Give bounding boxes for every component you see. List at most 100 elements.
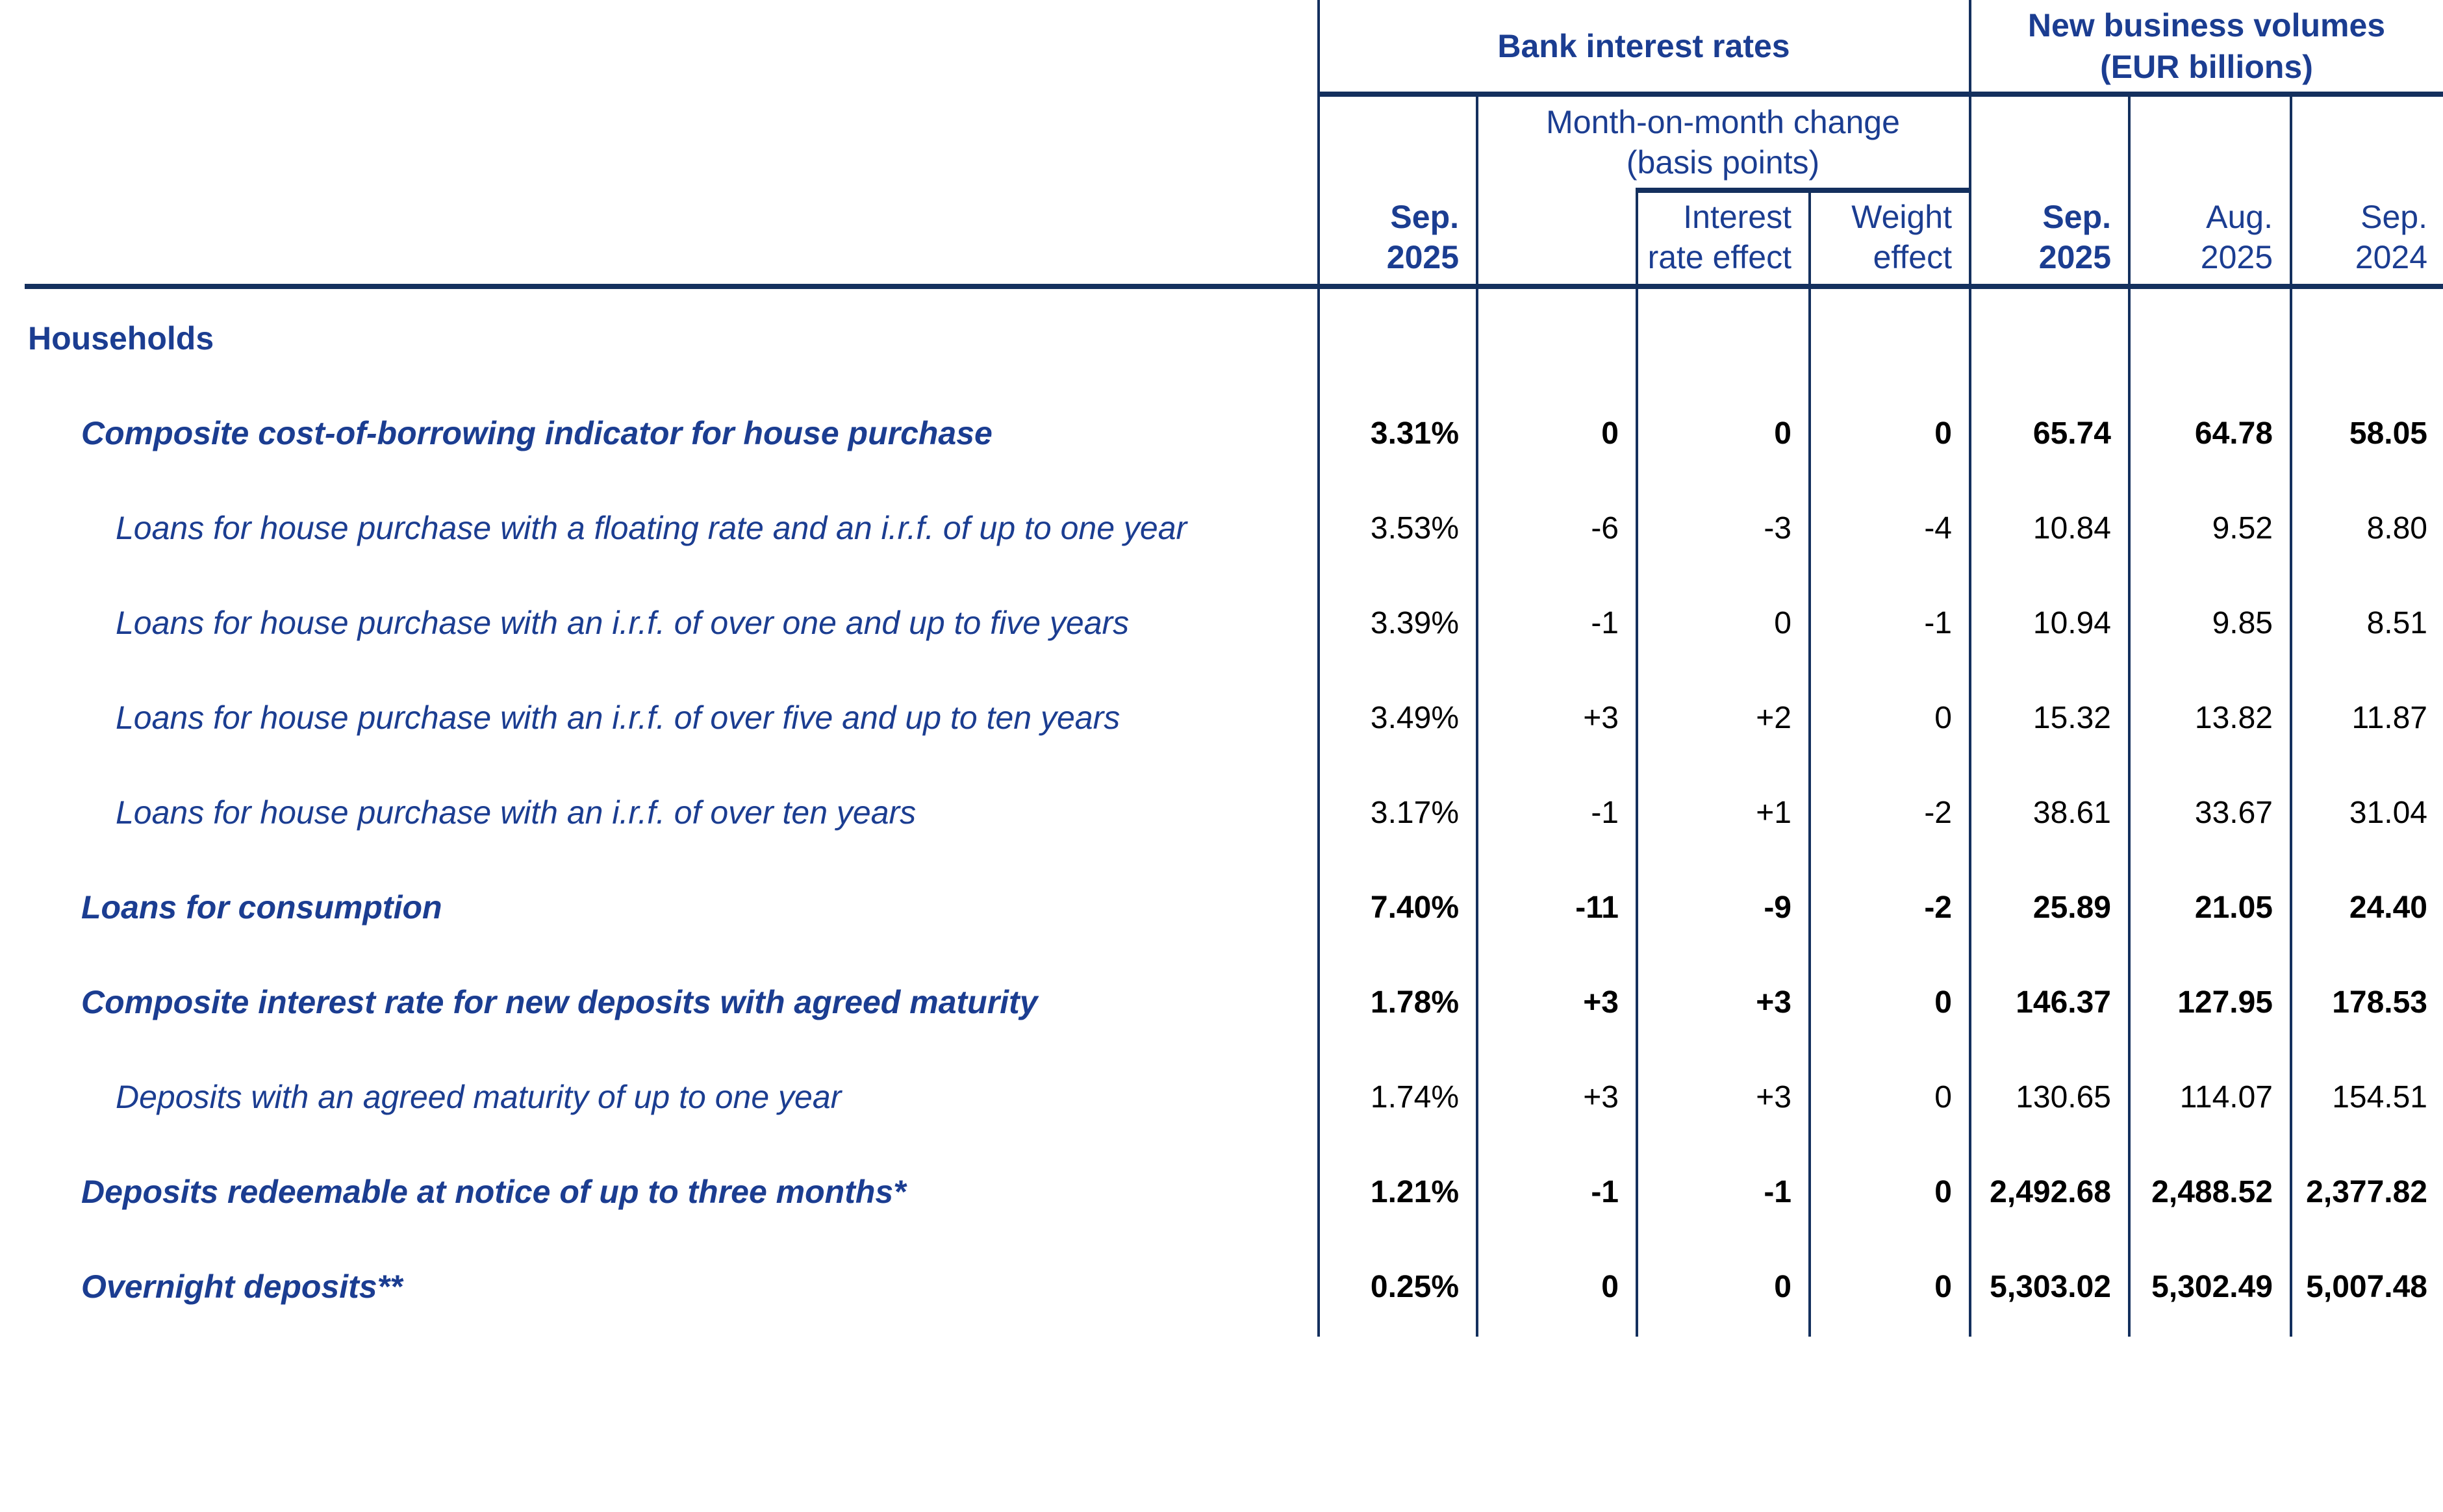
grid-line-horizontal xyxy=(25,284,2443,289)
column-header-volumes-sep-2024: Sep. 2024 xyxy=(2291,190,2443,284)
value-cell: +3 xyxy=(1756,1079,1791,1115)
grid-line-horizontal xyxy=(1636,188,1971,193)
row-label: Composite cost-of-borrowing indicator fo… xyxy=(81,415,993,451)
section-title: Households xyxy=(28,320,214,357)
grid-line-vertical xyxy=(1808,190,1811,1337)
value-cell: 7.40% xyxy=(1370,890,1459,925)
row-label: Overnight deposits** xyxy=(81,1268,403,1305)
value-cell: 58.05 xyxy=(2349,416,2427,451)
header-new-business-volumes: New business volumes (EUR billions) xyxy=(1970,0,2443,92)
value-cell: 0 xyxy=(1934,700,1952,735)
value-cell: 10.84 xyxy=(2032,510,2111,546)
value-cell: 3.39% xyxy=(1370,605,1459,640)
column-header-line: Sep. xyxy=(2042,199,2111,235)
column-header-line: 2025 xyxy=(2038,239,2111,275)
value-cell: +3 xyxy=(1756,985,1791,1020)
value-cell: 0 xyxy=(1774,416,1791,451)
row-label: Loans for house purchase with an i.r.f. … xyxy=(116,699,1120,736)
value-cell: +1 xyxy=(1756,795,1791,830)
value-cell: 1.21% xyxy=(1370,1174,1459,1209)
value-cell: -1 xyxy=(1924,605,1952,640)
value-cell: 0 xyxy=(1934,985,1952,1020)
row-label: Composite interest rate for new deposits… xyxy=(81,984,1038,1020)
column-header-volumes-sep-2025: Sep. 2025 xyxy=(1970,190,2129,284)
value-cell: -2 xyxy=(1924,795,1952,830)
value-cell: 65.74 xyxy=(2032,416,2111,451)
column-header-line: 2025 xyxy=(2200,239,2273,275)
value-cell: 2,492.68 xyxy=(1990,1174,2111,1209)
table-row: Overnight deposits** 0.25% 0 0 0 5,303.0… xyxy=(0,1239,2443,1334)
value-cell: 0 xyxy=(1774,605,1791,640)
value-cell: 2,377.82 xyxy=(2306,1174,2427,1209)
grid-line-vertical xyxy=(1317,0,1320,1337)
value-cell: -11 xyxy=(1575,890,1619,925)
column-header-volumes-aug-2025: Aug. 2025 xyxy=(2129,190,2291,284)
row-label: Deposits with an agreed maturity of up t… xyxy=(116,1079,842,1115)
table-row: Loans for house purchase with an i.r.f. … xyxy=(0,575,2443,670)
row-label: Loans for house purchase with a floating… xyxy=(116,510,1187,546)
value-cell: 31.04 xyxy=(2349,795,2427,830)
value-cell: -1 xyxy=(1591,605,1619,640)
value-cell: 3.17% xyxy=(1370,795,1459,830)
value-cell: -4 xyxy=(1924,510,1952,546)
value-cell: 178.53 xyxy=(2332,985,2427,1020)
row-label: Loans for house purchase with an i.r.f. … xyxy=(116,794,917,831)
row-label: Loans for house purchase with an i.r.f. … xyxy=(116,605,1130,641)
value-cell: 0 xyxy=(1601,416,1619,451)
value-cell: 127.95 xyxy=(2177,985,2273,1020)
value-cell: 64.78 xyxy=(2194,416,2273,451)
grid-line-vertical xyxy=(2128,94,2131,1337)
column-header-line: Sep. xyxy=(2361,199,2427,235)
value-cell: 0 xyxy=(1601,1269,1619,1304)
value-cell: -9 xyxy=(1764,890,1791,925)
value-cell: 1.78% xyxy=(1370,985,1459,1020)
column-header-line: effect xyxy=(1873,239,1952,275)
value-cell: -2 xyxy=(1924,890,1952,925)
header-month-on-month-change-line1: Month-on-month change xyxy=(1546,104,1900,140)
value-cell: 13.82 xyxy=(2194,700,2273,735)
table-row: Composite interest rate for new deposits… xyxy=(0,955,2443,1050)
value-cell: 5,007.48 xyxy=(2306,1269,2427,1304)
value-cell: -1 xyxy=(1764,1174,1791,1209)
value-cell: 0 xyxy=(1774,1269,1791,1304)
value-cell: 3.49% xyxy=(1370,700,1459,735)
table-row: Loans for house purchase with a floating… xyxy=(0,481,2443,575)
grid-line-vertical xyxy=(2290,94,2292,1337)
value-cell: 130.65 xyxy=(2016,1079,2111,1115)
value-cell: 154.51 xyxy=(2332,1079,2427,1115)
header-month-on-month-change: Month-on-month change (basis points) xyxy=(1477,97,1969,188)
header-bank-interest-rates: Bank interest rates xyxy=(1497,27,1790,64)
column-header-line: Weight xyxy=(1851,199,1952,235)
header-new-business-volumes-line2: (EUR billions) xyxy=(2100,48,2313,85)
table-row: Composite cost-of-borrowing indicator fo… xyxy=(0,386,2443,481)
value-cell: 0 xyxy=(1934,416,1952,451)
column-header-line: rate effect xyxy=(1647,239,1791,275)
value-cell: +3 xyxy=(1583,985,1619,1020)
column-header-line: Aug. xyxy=(2206,199,2273,235)
column-header-line: Interest xyxy=(1683,199,1791,235)
value-cell: 146.37 xyxy=(2016,985,2111,1020)
row-label: Deposits redeemable at notice of up to t… xyxy=(81,1174,906,1210)
column-header-line: 2025 xyxy=(1386,239,1459,275)
value-cell: 0.25% xyxy=(1370,1269,1459,1304)
table-row: Deposits redeemable at notice of up to t… xyxy=(0,1144,2443,1239)
value-cell: 114.07 xyxy=(2179,1079,2273,1115)
value-cell: +3 xyxy=(1583,700,1619,735)
value-cell: 1.74% xyxy=(1370,1079,1459,1115)
table-row: Loans for consumption 7.40% -11 -9 -2 25… xyxy=(0,860,2443,955)
column-header-rates-sep-2025: Sep. 2025 xyxy=(1319,190,1477,284)
value-cell: +3 xyxy=(1583,1079,1619,1115)
value-cell: -1 xyxy=(1591,1174,1619,1209)
header-new-business-volumes-line1: New business volumes xyxy=(2027,6,2386,44)
value-cell: 3.31% xyxy=(1370,416,1459,451)
table-row: Deposits with an agreed maturity of up t… xyxy=(0,1050,2443,1144)
column-header-line: 2024 xyxy=(2355,239,2427,275)
value-cell: 3.53% xyxy=(1370,510,1459,546)
value-cell: -6 xyxy=(1591,510,1619,546)
value-cell: 0 xyxy=(1934,1079,1952,1115)
value-cell: 8.51 xyxy=(2366,605,2427,640)
section-row-households: Households xyxy=(0,291,2443,386)
value-cell: 2,488.52 xyxy=(2151,1174,2273,1209)
grid-line-vertical xyxy=(1476,94,1478,1337)
